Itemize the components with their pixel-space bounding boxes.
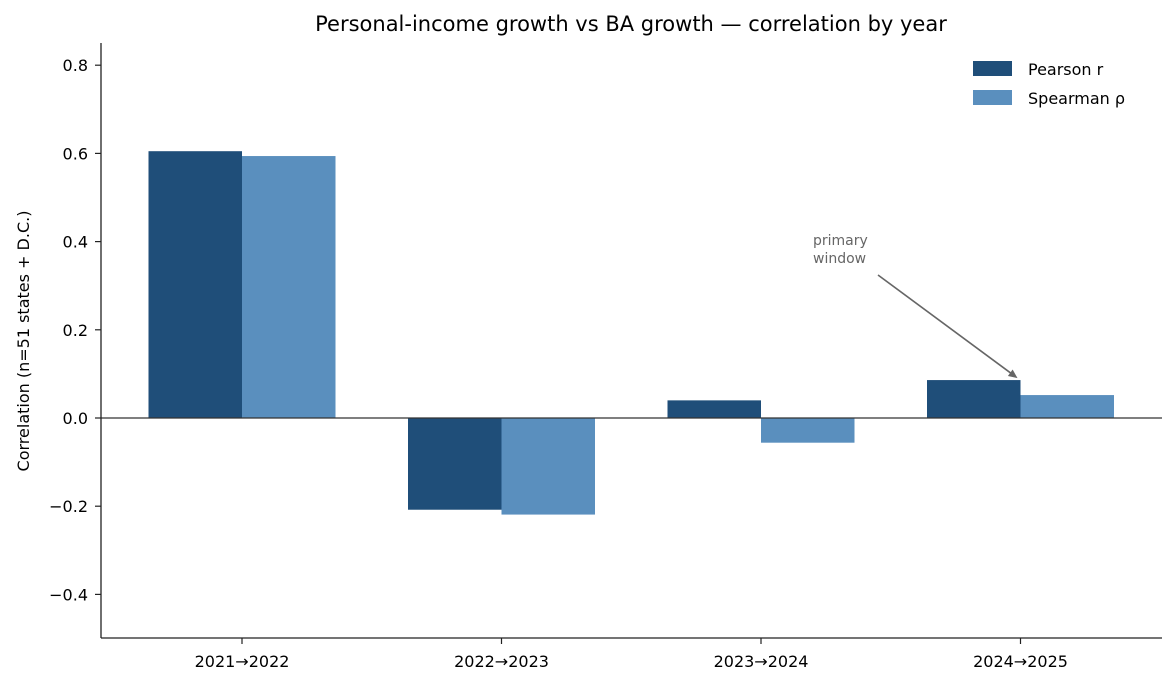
y-tick-label: 0.0 bbox=[63, 409, 88, 428]
legend-swatch-pearson bbox=[973, 61, 1012, 76]
annotation-arrow-head bbox=[1007, 369, 1018, 379]
legend-swatch-spearman bbox=[973, 90, 1012, 105]
legend: Pearson r Spearman ρ bbox=[973, 60, 1125, 108]
y-tick-label: −0.2 bbox=[49, 497, 88, 516]
chart-title: Personal-income growth vs BA growth — co… bbox=[315, 12, 947, 36]
x-tick-label: 2023→2024 bbox=[714, 652, 809, 671]
y-tick-label: 0.4 bbox=[63, 233, 88, 252]
y-axis-label: Correlation (n=51 states + D.C.) bbox=[14, 211, 33, 472]
bar-pearson-0 bbox=[148, 151, 242, 418]
bar-pearson-3 bbox=[927, 380, 1021, 418]
bars-group bbox=[148, 151, 1114, 515]
bar-spearman-1 bbox=[501, 418, 595, 515]
annotation-line-2: window bbox=[813, 251, 866, 267]
bar-pearson-2 bbox=[667, 400, 761, 418]
x-tick-label: 2022→2023 bbox=[454, 652, 549, 671]
annotation-line-1: primary bbox=[813, 233, 868, 249]
bar-spearman-2 bbox=[761, 418, 855, 443]
x-ticks-group: 2021→2022 2022→2023 2023→2024 2024→2025 bbox=[195, 638, 1068, 671]
y-tick-label: −0.4 bbox=[49, 585, 88, 604]
bar-pearson-1 bbox=[408, 418, 502, 510]
bar-spearman-0 bbox=[242, 156, 336, 418]
y-tick-label: 0.8 bbox=[63, 56, 88, 75]
annotation-arrow-shaft bbox=[877, 274, 1012, 374]
annotation: primary window bbox=[813, 233, 1018, 379]
x-tick-label: 2021→2022 bbox=[195, 652, 290, 671]
legend-label-spearman: Spearman ρ bbox=[1028, 89, 1125, 108]
y-tick-label: 0.2 bbox=[63, 321, 88, 340]
x-tick-label: 2024→2025 bbox=[973, 652, 1068, 671]
bar-spearman-3 bbox=[1020, 395, 1114, 418]
y-tick-label: 0.6 bbox=[63, 144, 88, 163]
y-ticks-group: 0.8 0.6 0.4 0.2 0.0 −0.2 −0.4 bbox=[49, 56, 101, 604]
legend-label-pearson: Pearson r bbox=[1028, 60, 1104, 79]
